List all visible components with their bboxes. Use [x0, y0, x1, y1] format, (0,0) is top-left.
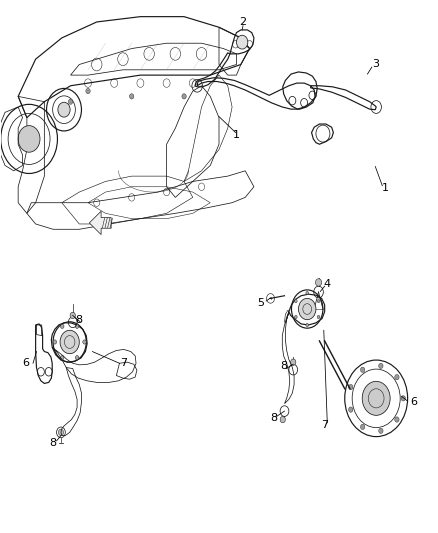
Circle shape [60, 324, 64, 328]
Circle shape [317, 316, 320, 319]
Circle shape [395, 417, 399, 422]
Circle shape [86, 88, 90, 94]
Text: 1: 1 [382, 183, 389, 193]
Circle shape [130, 94, 134, 99]
Text: 4: 4 [324, 279, 331, 288]
Circle shape [294, 316, 297, 319]
Circle shape [395, 375, 399, 380]
Circle shape [83, 340, 86, 344]
Circle shape [68, 99, 73, 104]
Text: 6: 6 [22, 358, 29, 368]
Circle shape [75, 324, 79, 328]
Text: 5: 5 [257, 297, 264, 308]
Circle shape [349, 407, 353, 412]
Circle shape [182, 94, 186, 99]
Circle shape [237, 35, 248, 49]
Circle shape [58, 102, 70, 117]
Circle shape [60, 330, 79, 354]
Circle shape [349, 384, 353, 390]
Circle shape [401, 395, 406, 401]
Circle shape [18, 126, 40, 152]
Circle shape [290, 359, 296, 366]
Circle shape [362, 381, 390, 415]
Text: 2: 2 [240, 17, 247, 27]
Text: 3: 3 [373, 60, 380, 69]
Circle shape [294, 300, 297, 303]
Circle shape [306, 292, 308, 295]
Circle shape [53, 340, 57, 344]
Polygon shape [89, 211, 111, 235]
Circle shape [306, 324, 308, 327]
Circle shape [60, 356, 64, 360]
Text: 8: 8 [76, 314, 83, 325]
Circle shape [379, 363, 383, 368]
Circle shape [75, 356, 79, 360]
Text: 8: 8 [280, 361, 287, 372]
Circle shape [360, 424, 365, 430]
Text: 1: 1 [233, 130, 240, 140]
Text: 6: 6 [410, 397, 417, 407]
Text: 8: 8 [49, 438, 57, 448]
Circle shape [315, 279, 321, 286]
Circle shape [280, 416, 286, 423]
Circle shape [360, 367, 365, 373]
Circle shape [379, 428, 383, 433]
Circle shape [317, 300, 320, 303]
Text: 7: 7 [321, 420, 328, 430]
Text: 8: 8 [270, 413, 277, 423]
Circle shape [58, 429, 64, 435]
Circle shape [298, 298, 316, 320]
Circle shape [70, 312, 75, 319]
Text: 7: 7 [120, 358, 127, 368]
